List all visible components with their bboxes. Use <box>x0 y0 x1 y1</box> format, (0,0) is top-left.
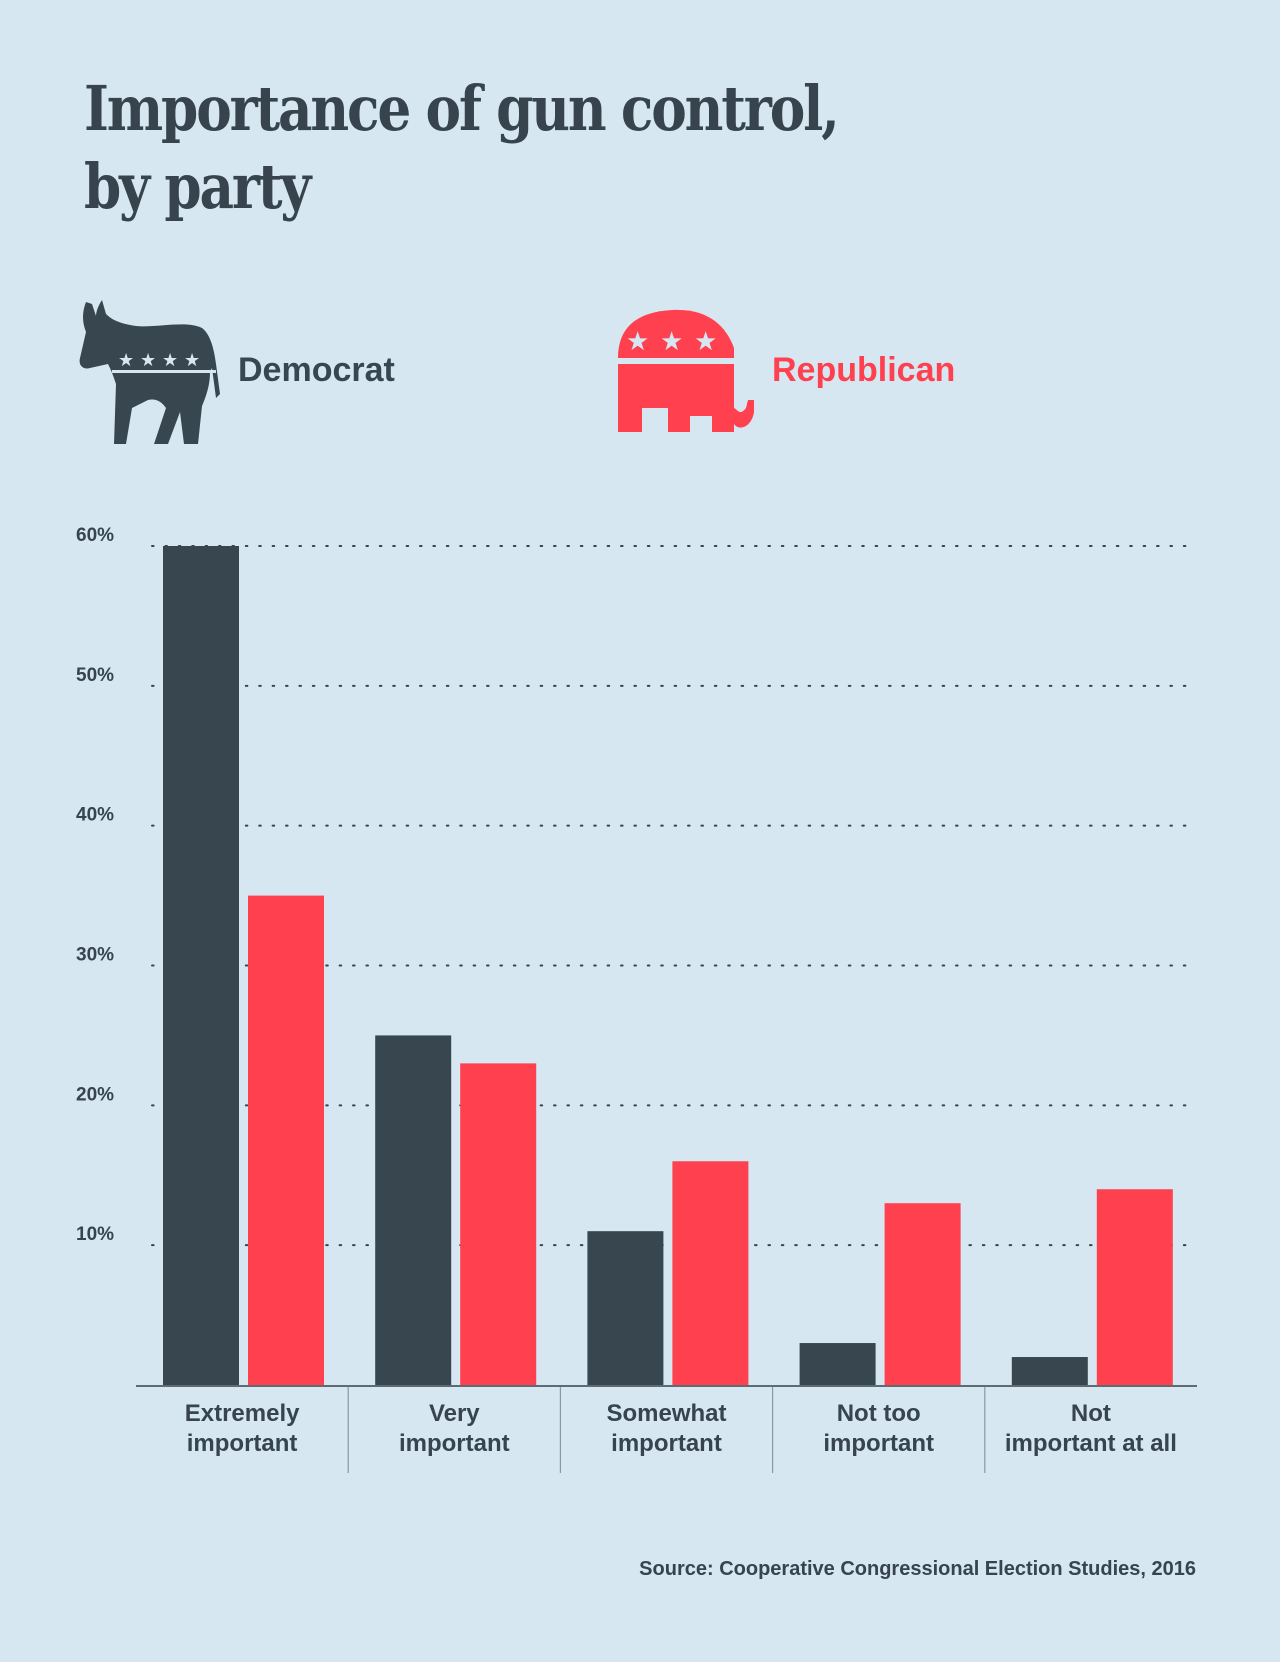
donkey-icon: ★ ★ ★ ★ <box>79 300 220 444</box>
x-axis-labels: Extremely important Very important Somewhat i… <box>185 1400 1177 1457</box>
x-tick-label: Not too <box>837 1400 921 1427</box>
x-tick-label: Extremely <box>185 1400 300 1427</box>
svg-text:★: ★ <box>140 350 156 371</box>
x-tick-label: Somewhat <box>606 1400 726 1427</box>
svg-text:★: ★ <box>118 350 134 371</box>
chart-title-line-2: by party <box>84 150 311 223</box>
bar-republican-0 <box>248 895 324 1385</box>
legend-democrat: ★ ★ ★ ★ Democrat <box>76 298 395 446</box>
bar-democrat-1 <box>375 1035 452 1385</box>
bar-republican-2 <box>672 1161 749 1385</box>
x-tick-label: important <box>611 1430 722 1457</box>
bars <box>163 546 1173 1385</box>
x-tick-label: Very <box>429 1400 480 1427</box>
source-note: Source: Cooperative Congressional Electi… <box>639 1558 1196 1580</box>
bar-republican-3 <box>884 1203 961 1385</box>
x-tick-label: important <box>399 1430 510 1457</box>
x-axis <box>136 1385 1197 1473</box>
legend-republican-label: Republican <box>772 350 956 389</box>
y-tick-label: 20% <box>76 1084 114 1105</box>
bar-democrat-3 <box>799 1343 876 1385</box>
y-tick-label: 50% <box>76 665 114 686</box>
x-tick-label: Not <box>1071 1400 1111 1427</box>
elephant-icon: ★ ★ ★ <box>618 309 754 432</box>
svg-text:★: ★ <box>694 327 717 357</box>
x-tick-label: important <box>823 1430 934 1457</box>
svg-text:★: ★ <box>626 327 649 357</box>
bar-republican-4 <box>1096 1189 1173 1385</box>
x-tick-label: important at all <box>1005 1430 1177 1457</box>
y-tick-label: 30% <box>76 945 114 966</box>
chart-title: Importance of gun control, by party <box>84 70 944 226</box>
x-tick-label: important <box>187 1430 298 1457</box>
bar-republican-1 <box>460 1063 537 1385</box>
legend-democrat-label: Democrat <box>238 350 395 389</box>
y-axis-ticks: 10% 20% 30% 40% 50% 60% <box>76 525 114 1245</box>
chart-title-line-1: Importance of gun control, <box>84 72 840 145</box>
y-tick-label: 60% <box>76 525 114 546</box>
svg-text:★: ★ <box>660 327 683 357</box>
y-tick-label: 40% <box>76 805 114 826</box>
bar-democrat-4 <box>1011 1357 1088 1385</box>
svg-text:★: ★ <box>184 350 200 371</box>
legend-republican: ★ ★ ★ Republican <box>616 308 955 434</box>
bar-democrat-2 <box>587 1231 664 1385</box>
y-tick-label: 10% <box>76 1224 114 1245</box>
bar-democrat-0 <box>163 546 239 1385</box>
svg-text:★: ★ <box>162 350 178 371</box>
